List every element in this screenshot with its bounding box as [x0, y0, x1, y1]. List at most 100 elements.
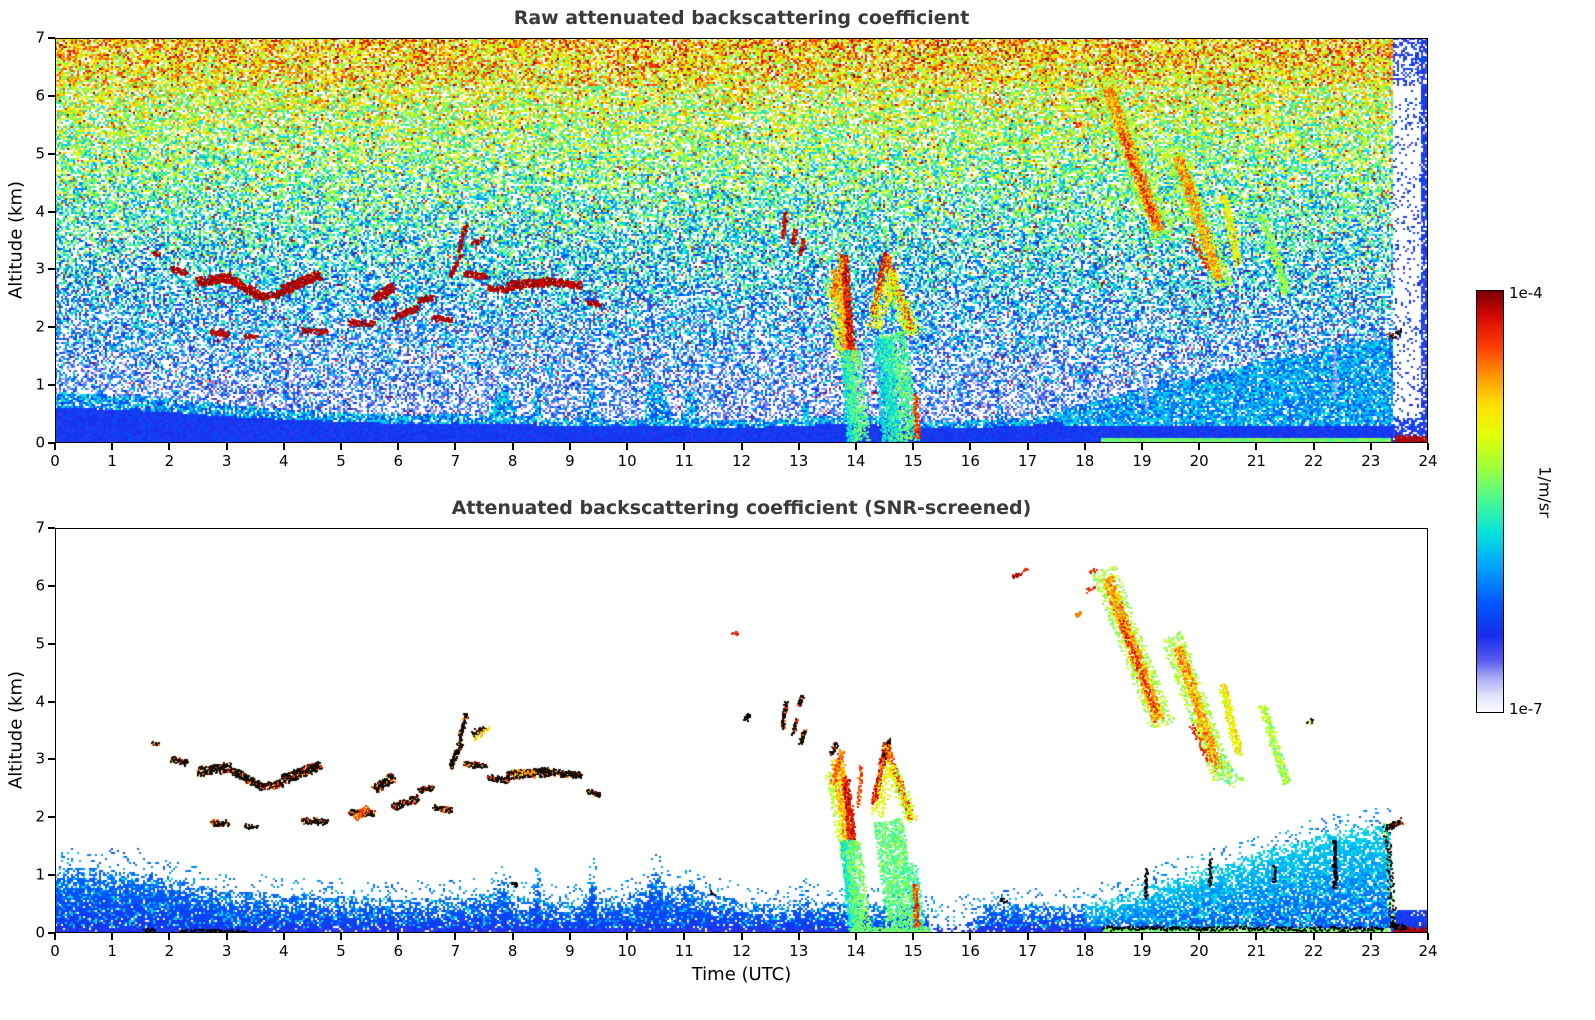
x-tick-mark-screened [397, 933, 400, 940]
y-tick-mark-raw [48, 152, 55, 155]
y-axis-label-screened: Altitude (km) [5, 670, 27, 790]
x-tick-mark-raw [397, 443, 400, 450]
x-tick-label-raw: 22 [1304, 452, 1324, 470]
x-tick-mark-raw [1427, 443, 1429, 450]
y-tick-mark-raw [48, 384, 55, 387]
x-tick-mark-screened [1312, 933, 1315, 940]
x-tick-mark-raw [683, 443, 686, 450]
x-tick-label-raw: 3 [221, 452, 232, 470]
x-tick-mark-screened [1255, 933, 1258, 940]
x-tick-label-screened: 1 [107, 942, 117, 960]
x-tick-label-screened: 2 [164, 942, 175, 960]
y-tick-mark-screened [48, 816, 55, 819]
x-tick-label-screened: 15 [903, 942, 923, 960]
x-tick-mark-screened [797, 933, 800, 940]
x-tick-mark-raw [797, 443, 800, 450]
x-tick-mark-screened [740, 933, 743, 940]
x-tick-label-raw: 16 [960, 452, 980, 470]
x-tick-label-raw: 8 [507, 452, 518, 470]
x-tick-label-raw: 23 [1361, 452, 1381, 470]
x-tick-mark-raw [1083, 443, 1086, 450]
colorbar-max-label: 1e-4 [1509, 284, 1543, 302]
x-tick-label-raw: 9 [565, 452, 575, 470]
x-tick-mark-screened [168, 933, 171, 940]
x-tick-label-raw: 15 [903, 452, 923, 470]
x-tick-label-raw: 18 [1075, 452, 1095, 470]
x-tick-mark-raw [340, 443, 343, 450]
x-tick-label-screened: 8 [507, 942, 518, 960]
y-tick-mark-screened [48, 932, 55, 934]
x-tick-label-raw: 0 [50, 452, 60, 470]
y-tick-label-screened: 3 [35, 749, 45, 768]
x-tick-mark-screened [969, 933, 972, 940]
x-tick-label-raw: 19 [1132, 452, 1152, 470]
x-tick-label-screened: 19 [1132, 942, 1152, 960]
x-tick-mark-raw [1255, 443, 1258, 450]
x-tick-label-screened: 5 [336, 942, 346, 960]
x-tick-label-screened: 13 [789, 942, 809, 960]
x-tick-mark-screened [225, 933, 228, 940]
x-tick-mark-raw [111, 443, 114, 450]
x-tick-label-screened: 11 [674, 942, 694, 960]
x-tick-mark-screened [54, 933, 56, 940]
x-tick-label-raw: 4 [279, 452, 289, 470]
y-tick-label-raw: 5 [35, 144, 45, 163]
y-tick-mark-screened [48, 642, 55, 645]
y-tick-label-screened: 6 [35, 576, 45, 595]
y-tick-mark-raw [48, 94, 55, 97]
y-tick-label-screened: 0 [35, 923, 45, 942]
x-tick-label-screened: 24 [1418, 942, 1438, 960]
y-tick-mark-raw [48, 326, 55, 329]
x-tick-mark-raw [1026, 443, 1029, 450]
x-tick-mark-screened [340, 933, 343, 940]
x-tick-label-screened: 3 [221, 942, 232, 960]
x-tick-label-raw: 13 [789, 452, 809, 470]
x-tick-label-screened: 12 [731, 942, 752, 960]
y-tick-label-raw: 1 [35, 375, 45, 394]
x-tick-label-raw: 1 [107, 452, 117, 470]
x-tick-label-raw: 6 [393, 452, 404, 470]
x-tick-label-screened: 16 [960, 942, 980, 960]
x-tick-label-raw: 7 [450, 452, 461, 470]
x-tick-label-screened: 4 [279, 942, 289, 960]
x-tick-mark-raw [626, 443, 629, 450]
colorbar-min-label: 1e-7 [1509, 700, 1543, 718]
x-tick-mark-screened [1369, 933, 1372, 940]
colorbar-units-label: 1/m/sr [1535, 466, 1555, 518]
x-tick-label-screened: 17 [1017, 942, 1038, 960]
x-tick-mark-raw [225, 443, 228, 450]
x-tick-mark-screened [1140, 933, 1143, 940]
y-tick-label-screened: 5 [35, 634, 45, 653]
x-tick-label-screened: 7 [450, 942, 461, 960]
x-tick-mark-screened [626, 933, 629, 940]
x-tick-mark-raw [1369, 443, 1372, 450]
x-axis-label: Time (UTC) [691, 964, 792, 985]
y-tick-mark-screened [48, 758, 55, 761]
x-tick-mark-raw [1312, 443, 1315, 450]
x-tick-mark-raw [912, 443, 915, 450]
y-tick-mark-raw [48, 268, 55, 271]
x-tick-mark-screened [1198, 933, 1201, 940]
x-tick-label-screened: 23 [1361, 942, 1381, 960]
x-tick-label-raw: 14 [846, 452, 866, 470]
x-tick-label-raw: 21 [1246, 452, 1266, 470]
x-tick-label-raw: 10 [617, 452, 637, 470]
x-tick-label-screened: 9 [565, 942, 575, 960]
y-tick-label-raw: 3 [35, 259, 45, 278]
colorbar [1477, 291, 1503, 712]
x-tick-mark-raw [454, 443, 457, 450]
x-tick-mark-raw [1140, 443, 1143, 450]
x-tick-label-raw: 24 [1418, 452, 1438, 470]
x-tick-mark-screened [683, 933, 686, 940]
x-tick-mark-raw [854, 443, 857, 450]
x-tick-label-screened: 20 [1189, 942, 1209, 960]
x-tick-label-screened: 22 [1304, 942, 1324, 960]
x-tick-label-raw: 17 [1017, 452, 1038, 470]
x-tick-mark-raw [511, 443, 514, 450]
x-tick-label-screened: 18 [1075, 942, 1095, 960]
panel-title-raw: Raw attenuated backscattering coefficien… [513, 7, 970, 29]
y-tick-label-raw: 7 [35, 28, 45, 47]
heatmap-canvas-raw [55, 38, 1428, 443]
x-tick-mark-screened [1427, 933, 1429, 940]
